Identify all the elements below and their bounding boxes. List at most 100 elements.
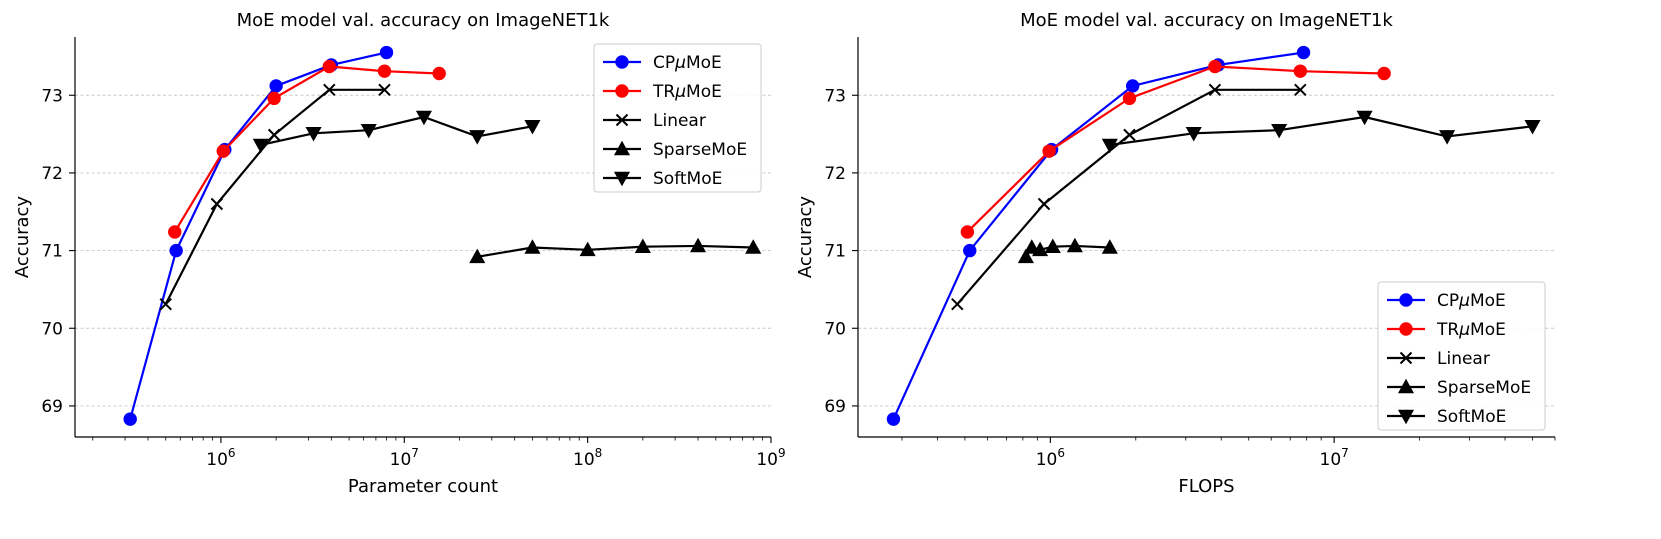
legend-label-prefix: SparseMoE [653,140,747,160]
series-cp-moe [123,45,394,426]
data-point [960,225,975,239]
legend-label: Linear [1437,349,1490,369]
legend-label-prefix: TR [652,82,675,102]
series-line [260,115,533,147]
data-point [252,138,269,154]
legend-marker [1399,351,1413,365]
data-point [305,127,322,142]
legend-label-suffix: MoE [686,82,722,102]
x-tick-label: 109 [756,446,785,470]
data-point [1296,45,1311,60]
series-cp-moe [886,45,1311,426]
data-point [1101,239,1118,254]
legend-label: TRμMoE [652,82,722,102]
y-tick-label: 69 [824,397,846,417]
series-line [1109,115,1533,147]
series-linear [951,83,1307,311]
legend-marker [1399,322,1413,336]
y-tick-label: 70 [41,319,63,339]
legend-marker [615,84,629,98]
series-line [956,88,1301,305]
data-point [886,412,901,426]
x-tick-exponent: 7 [411,446,419,460]
legend-label-suffix: MoE [686,53,722,73]
data-point [1185,127,1202,142]
legend-entry: SparseMoE [1387,378,1531,398]
x-tick-label: 108 [573,446,602,470]
data-point [1125,79,1140,93]
legend-label: Linear [653,111,706,131]
series-sparsemoe [469,237,762,264]
series-line [966,65,1385,233]
legend-label-prefix: Linear [653,111,706,131]
legend-label-prefix: CP [1437,291,1459,311]
legend-entry: Linear [1387,349,1490,369]
legend-marker [613,171,631,187]
y-tick-label: 73 [824,86,846,106]
data-point [360,123,377,139]
series-tr-moe [168,59,446,239]
x-tick-exponent: 6 [1057,446,1065,460]
legend: CPμMoE TR μMoE Linear SparseMoE SoftMoE [1377,281,1546,431]
data-point [378,83,391,97]
legend-label-prefix: TR [1436,320,1459,340]
legend-marker [1397,378,1415,394]
legend-label-greek: μ [674,53,686,73]
x-tick-exponent: 9 [778,446,786,460]
data-point [634,238,651,253]
data-point [745,239,762,254]
y-tick-label: 72 [41,164,63,184]
series-softmoe [1101,110,1541,154]
legend-label-prefix: Linear [1437,349,1490,369]
legend-label-prefix: SoftMoE [653,169,722,189]
data-point [377,64,392,78]
x-tick-base: 10 [206,450,228,470]
x-axis-label: Parameter count [348,476,498,497]
data-point [524,239,541,254]
series-sparsemoe [1017,237,1118,264]
legend-entry: SoftMoE [1387,407,1506,427]
data-point [1524,120,1541,135]
data-point [963,243,977,258]
legend-entry: CPμMoE [603,53,722,73]
legend-marker [1397,409,1415,425]
chart-title: MoE model val. accuracy on ImageNET1k [237,10,610,31]
legend-marker [615,113,629,127]
legend-label: CPμMoE [1437,291,1506,311]
data-point [210,197,224,211]
x-axis-label: FLOPS [1178,476,1234,497]
data-point [415,110,432,126]
x-tick-exponent: 8 [595,446,603,460]
data-point [379,45,394,60]
x-tick-exponent: 7 [1341,446,1349,460]
data-point [269,79,283,93]
data-point [1032,241,1049,257]
data-point [1356,110,1373,126]
legend-entry: SparseMoE [603,140,747,160]
data-point [1271,123,1288,139]
legend-marker [613,140,631,156]
legend-frame [593,43,762,193]
data-point [1023,239,1040,254]
data-point [1377,66,1391,81]
y-tick-label: 71 [41,242,63,262]
data-point [432,66,446,81]
series-line [892,51,1304,420]
x-tick-base: 10 [573,450,595,470]
y-tick-label: 71 [824,242,846,262]
legend-label: CPμMoE [653,53,722,73]
legend-label-greek: μ [1458,291,1470,311]
legend-label-suffix: MoE [1470,291,1506,311]
x-tick-label: 106 [206,446,235,470]
series-tr-moe [960,59,1391,239]
data-point [1122,91,1137,106]
legend-entry: SoftMoE [603,169,722,189]
data-point [1208,83,1222,97]
legend-marker [1399,293,1413,307]
data-point [1017,248,1034,264]
x-tick-base: 10 [756,450,778,470]
series-line [477,244,754,258]
y-axis-label: Accuracy [12,196,33,279]
